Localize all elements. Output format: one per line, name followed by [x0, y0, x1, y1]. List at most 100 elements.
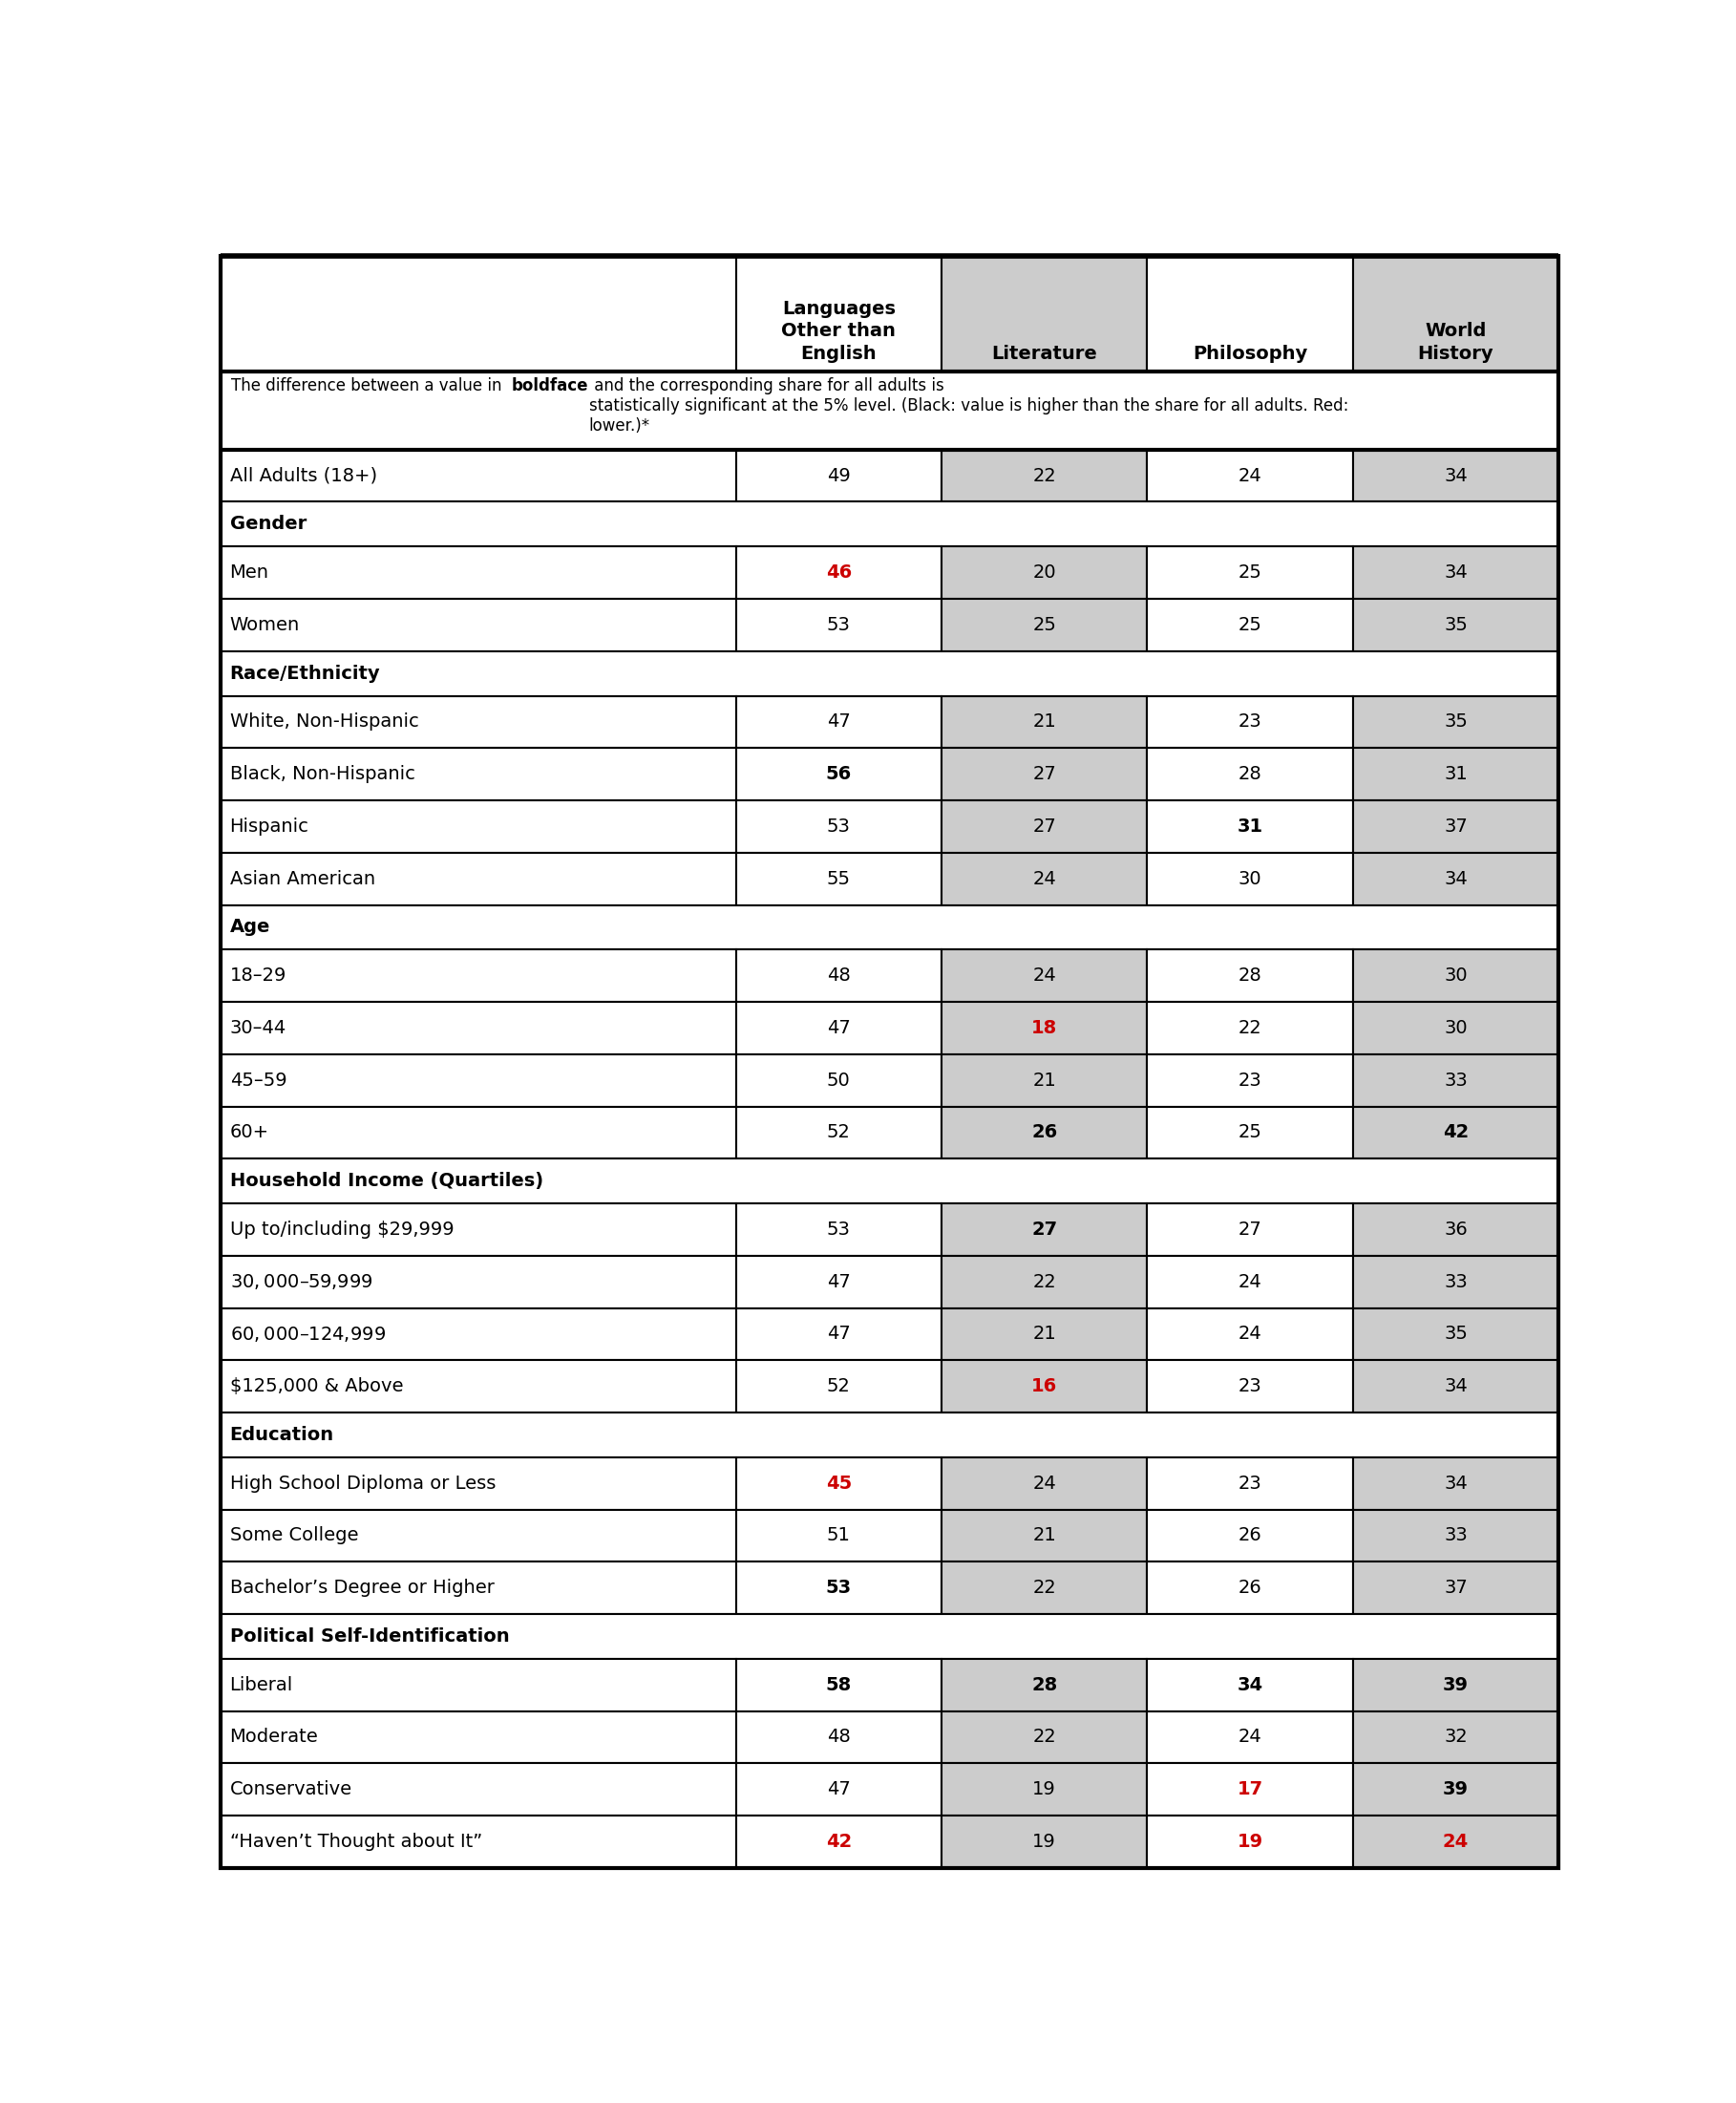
- Bar: [1352, 1255, 1559, 1308]
- Text: 24: 24: [1033, 1474, 1055, 1493]
- Bar: [941, 1361, 1147, 1413]
- Text: 22: 22: [1033, 1272, 1055, 1291]
- Text: 53: 53: [826, 1579, 852, 1596]
- Text: 26: 26: [1238, 1579, 1262, 1596]
- Bar: [220, 1413, 1559, 1457]
- Text: 52: 52: [826, 1377, 851, 1396]
- Bar: [1352, 1308, 1559, 1361]
- Text: 24: 24: [1238, 1325, 1262, 1344]
- Text: 20: 20: [1033, 564, 1055, 583]
- Text: 21: 21: [1033, 1325, 1055, 1344]
- Bar: [220, 1762, 736, 1815]
- Bar: [1147, 450, 1352, 503]
- Text: 60+: 60+: [229, 1123, 269, 1142]
- Text: 18: 18: [1031, 1020, 1057, 1037]
- Text: Gender: Gender: [229, 515, 306, 534]
- Text: 18–29: 18–29: [229, 967, 286, 984]
- Text: 46: 46: [826, 564, 852, 583]
- Text: Bachelor’s Degree or Higher: Bachelor’s Degree or Higher: [229, 1579, 495, 1596]
- Text: 25: 25: [1238, 1123, 1262, 1142]
- Bar: [220, 1308, 736, 1361]
- Text: 35: 35: [1444, 713, 1467, 732]
- Bar: [941, 1712, 1147, 1762]
- Bar: [1147, 1815, 1352, 1867]
- Bar: [220, 1659, 736, 1712]
- Text: 53: 53: [826, 616, 851, 633]
- Text: Philosophy: Philosophy: [1193, 345, 1307, 362]
- Text: The difference between a value in: The difference between a value in: [231, 376, 507, 395]
- Bar: [1147, 1054, 1352, 1106]
- Text: Education: Education: [229, 1426, 333, 1445]
- Bar: [220, 1510, 736, 1563]
- Text: $125,000 & Above: $125,000 & Above: [229, 1377, 403, 1396]
- Bar: [941, 1510, 1147, 1563]
- Bar: [941, 1106, 1147, 1159]
- Bar: [220, 852, 736, 904]
- Bar: [941, 1659, 1147, 1712]
- Bar: [1352, 951, 1559, 1001]
- Text: 16: 16: [1031, 1377, 1057, 1396]
- Bar: [1147, 951, 1352, 1001]
- Bar: [220, 1457, 736, 1510]
- Bar: [1147, 801, 1352, 852]
- Text: 45: 45: [826, 1474, 852, 1493]
- Bar: [1147, 1563, 1352, 1615]
- Bar: [1147, 1510, 1352, 1563]
- Bar: [220, 1203, 736, 1255]
- Bar: [941, 749, 1147, 801]
- Bar: [220, 1106, 736, 1159]
- Bar: [736, 1510, 941, 1563]
- Text: 17: 17: [1238, 1781, 1264, 1798]
- Bar: [220, 547, 736, 599]
- Bar: [1352, 1106, 1559, 1159]
- Text: 26: 26: [1031, 1123, 1057, 1142]
- Text: Political Self-Identification: Political Self-Identification: [229, 1628, 509, 1645]
- Text: and the corresponding share for all adults is
statistically significant at the 5: and the corresponding share for all adul…: [589, 376, 1349, 435]
- Bar: [220, 503, 1559, 547]
- Bar: [220, 749, 736, 801]
- Text: Conservative: Conservative: [229, 1781, 352, 1798]
- Bar: [941, 1203, 1147, 1255]
- Bar: [941, 599, 1147, 652]
- Text: Black, Non-Hispanic: Black, Non-Hispanic: [229, 765, 415, 782]
- Bar: [220, 696, 736, 749]
- Bar: [220, 801, 736, 852]
- Text: Liberal: Liberal: [229, 1676, 293, 1695]
- Bar: [1352, 1054, 1559, 1106]
- Text: 39: 39: [1443, 1781, 1469, 1798]
- Bar: [1147, 1457, 1352, 1510]
- Text: 22: 22: [1033, 467, 1055, 486]
- Text: High School Diploma or Less: High School Diploma or Less: [229, 1474, 495, 1493]
- Text: All Adults (18+): All Adults (18+): [229, 467, 377, 486]
- Text: 27: 27: [1238, 1220, 1262, 1239]
- Text: 25: 25: [1238, 616, 1262, 633]
- Text: “Haven’t Thought about It”: “Haven’t Thought about It”: [229, 1832, 483, 1851]
- Bar: [1147, 1308, 1352, 1361]
- Bar: [941, 696, 1147, 749]
- Bar: [220, 599, 736, 652]
- Bar: [1352, 852, 1559, 904]
- Text: 24: 24: [1033, 871, 1055, 887]
- Bar: [1352, 801, 1559, 852]
- Bar: [736, 696, 941, 749]
- Text: 33: 33: [1444, 1527, 1467, 1546]
- Bar: [1352, 1457, 1559, 1510]
- Text: Some College: Some College: [229, 1527, 358, 1546]
- Bar: [736, 1762, 941, 1815]
- Bar: [1352, 1712, 1559, 1762]
- Text: 34: 34: [1444, 467, 1467, 486]
- Text: Moderate: Moderate: [229, 1729, 318, 1745]
- Bar: [220, 951, 736, 1001]
- Bar: [220, 904, 1559, 951]
- Bar: [736, 1457, 941, 1510]
- Text: 30–44: 30–44: [229, 1020, 286, 1037]
- Text: 25: 25: [1033, 616, 1055, 633]
- Bar: [941, 951, 1147, 1001]
- Text: 19: 19: [1033, 1832, 1055, 1851]
- Bar: [941, 852, 1147, 904]
- Text: 27: 27: [1031, 1220, 1057, 1239]
- Bar: [1147, 1361, 1352, 1413]
- Bar: [941, 1457, 1147, 1510]
- Text: 31: 31: [1444, 765, 1467, 782]
- Text: 48: 48: [826, 967, 851, 984]
